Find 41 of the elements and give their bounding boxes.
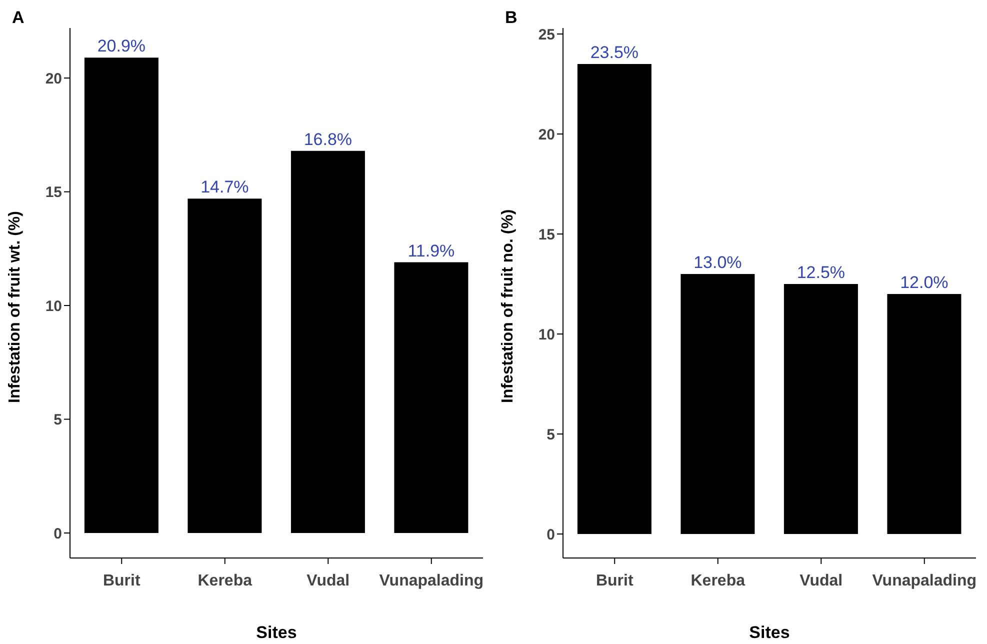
x-axis-title: Sites: [749, 623, 790, 642]
bar: [887, 294, 962, 534]
y-tick-label: 15: [45, 184, 62, 202]
data-label: 12.0%: [900, 273, 948, 292]
bar: [290, 150, 365, 533]
y-axis-title: Infestation of fruit wt. (%): [6, 211, 24, 403]
x-tick-label: Vudal: [306, 572, 350, 590]
y-tick-label: 20: [538, 126, 555, 144]
y-tick-label: 5: [546, 426, 555, 444]
y-tick-label: 20: [45, 70, 62, 88]
data-label: 23.5%: [590, 43, 639, 62]
data-label: 12.5%: [796, 263, 846, 282]
bar: [680, 274, 755, 534]
y-tick-label: 15: [538, 226, 555, 244]
bar: [784, 284, 858, 534]
y-tick-label: 10: [538, 326, 555, 344]
x-tick-label: Burit: [102, 572, 141, 590]
y-axis-title: Infestation of fruit no. (%): [500, 209, 517, 403]
bar: [394, 262, 468, 533]
x-tick-label: Vunapalading: [379, 572, 484, 590]
x-axis-title: Sites: [256, 623, 297, 642]
data-label: 20.9%: [97, 36, 146, 56]
data-label: 11.9%: [408, 241, 455, 260]
x-tick-label: Kereba: [198, 572, 252, 590]
y-tick-label: 5: [54, 412, 62, 429]
x-tick-label: Kereba: [690, 572, 746, 590]
bar: [188, 198, 262, 533]
data-label: 13.0%: [694, 253, 742, 272]
bar: [577, 64, 652, 534]
y-tick-label: 0: [546, 526, 555, 544]
y-tick-label: 10: [45, 298, 62, 315]
data-label: 14.7%: [200, 178, 249, 197]
y-tick-label: 25: [538, 26, 555, 44]
x-tick-label: Vunapalading: [872, 572, 977, 590]
chart-title: A: [12, 8, 24, 28]
data-label: 16.8%: [304, 130, 352, 149]
x-tick-label: Burit: [596, 572, 634, 590]
bar: [84, 58, 158, 533]
chart-title: B: [505, 8, 518, 28]
x-tick-label: Vudal: [800, 572, 843, 590]
y-tick-label: 0: [54, 525, 62, 542]
